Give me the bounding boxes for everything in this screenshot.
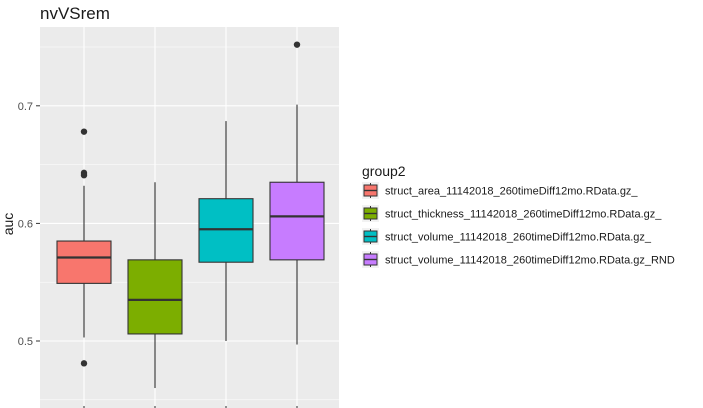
y-axis-title: auc: [0, 213, 16, 236]
y-tick-label: 0.6: [18, 218, 33, 230]
legend-label: struct_thickness_11142018_260timeDiff12m…: [385, 209, 662, 221]
outlier-point: [80, 360, 88, 367]
legend-label: struct_area_11142018_260timeDiff12mo.RDa…: [385, 186, 638, 198]
boxes: [56, 41, 325, 389]
legend-item: struct_area_11142018_260timeDiff12mo.RDa…: [362, 182, 638, 199]
outlier-point: [80, 171, 88, 179]
y-tick-label: 0.7: [18, 101, 33, 113]
box-group: [269, 41, 325, 345]
box: [198, 198, 254, 263]
box-group: [198, 121, 254, 341]
legend-item: struct_volume_11142018_260timeDiff12mo.R…: [362, 251, 675, 268]
outlier-point: [293, 41, 301, 48]
y-tick-label: 0.5: [18, 336, 33, 348]
legend-item: struct_volume_11142018_260timeDiff12mo.R…: [362, 228, 652, 245]
box: [56, 240, 112, 284]
box-group: [127, 182, 183, 389]
legend-label: struct_volume_11142018_260timeDiff12mo.R…: [385, 232, 652, 244]
box-group: [56, 128, 112, 367]
legend-label: struct_volume_11142018_260timeDiff12mo.R…: [385, 255, 675, 267]
box: [269, 181, 325, 261]
box: [127, 259, 183, 335]
outlier-point: [80, 128, 88, 135]
chart-title: nvVSrem: [40, 4, 110, 23]
legend-title: group2: [362, 163, 406, 179]
legend-item: struct_thickness_11142018_260timeDiff12m…: [362, 205, 662, 222]
y-axis: 0.5 0.6 0.7: [18, 101, 40, 348]
legend: group2 struct_area_11142018_260timeDiff1…: [362, 163, 675, 268]
